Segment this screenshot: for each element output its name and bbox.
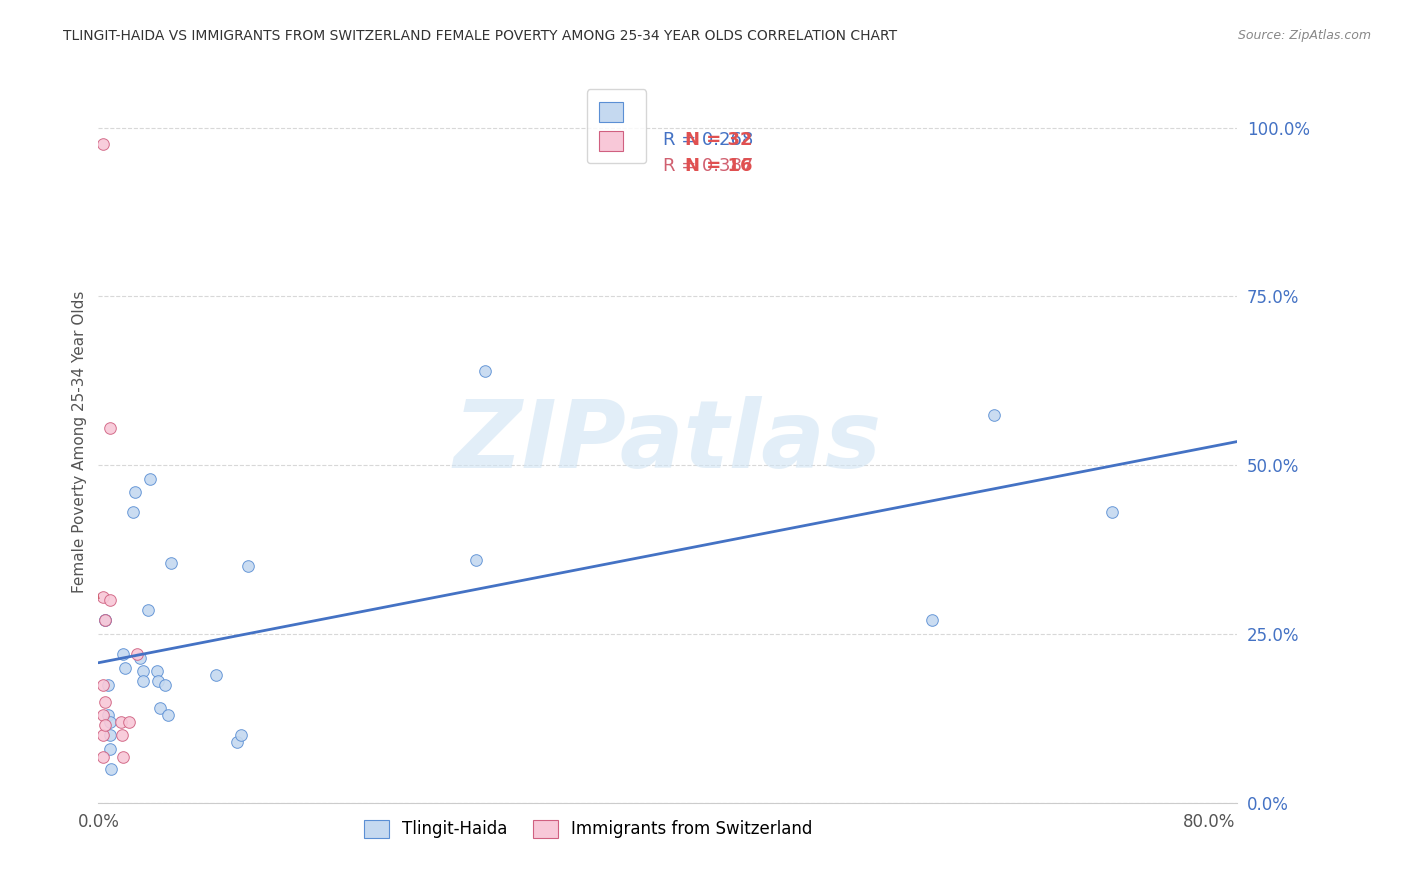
Point: [98, 728, 121, 742]
Point: [91, 137, 114, 152]
Point: [94, 614, 117, 628]
Point: [474, 364, 496, 378]
Point: [983, 408, 1005, 422]
Point: [138, 603, 160, 617]
Point: [114, 661, 136, 675]
Text: N = 32: N = 32: [685, 131, 752, 149]
Point: [112, 647, 135, 661]
Point: [238, 559, 260, 574]
Text: Source: ZipAtlas.com: Source: ZipAtlas.com: [1237, 29, 1371, 42]
Point: [94, 614, 117, 628]
Point: [94, 694, 117, 708]
Point: [91, 678, 114, 692]
Point: [127, 647, 149, 661]
Point: [98, 741, 121, 756]
Point: [231, 728, 253, 742]
Point: [156, 708, 179, 723]
Point: [118, 714, 141, 729]
Point: [98, 421, 121, 435]
Point: [98, 593, 121, 607]
Legend: Tlingit-Haida, Immigrants from Switzerland: Tlingit-Haida, Immigrants from Switzerla…: [357, 813, 820, 845]
Point: [145, 664, 167, 678]
Point: [94, 718, 117, 732]
Point: [111, 728, 134, 742]
Point: [97, 708, 120, 723]
Point: [97, 678, 120, 692]
Text: ZIPatlas: ZIPatlas: [454, 395, 882, 488]
Point: [132, 674, 155, 689]
Point: [91, 708, 114, 723]
Point: [98, 714, 121, 729]
Text: N = 16: N = 16: [685, 158, 752, 176]
Text: TLINGIT-HAIDA VS IMMIGRANTS FROM SWITZERLAND FEMALE POVERTY AMONG 25-34 YEAR OLD: TLINGIT-HAIDA VS IMMIGRANTS FROM SWITZER…: [63, 29, 897, 43]
Text: R = 0.268: R = 0.268: [662, 131, 752, 149]
Point: [159, 556, 181, 570]
Point: [122, 505, 145, 519]
Point: [132, 664, 155, 678]
Point: [91, 728, 114, 742]
Point: [1101, 505, 1123, 519]
Point: [465, 552, 488, 566]
Point: [94, 614, 117, 628]
Point: [153, 678, 176, 692]
Y-axis label: Female Poverty Among 25-34 Year Olds: Female Poverty Among 25-34 Year Olds: [72, 291, 87, 592]
Point: [148, 701, 170, 715]
Point: [129, 650, 152, 665]
Point: [226, 735, 249, 749]
Point: [205, 667, 228, 681]
Point: [146, 674, 169, 689]
Point: [921, 614, 943, 628]
Point: [91, 750, 114, 764]
Text: R = 0.387: R = 0.387: [662, 158, 754, 176]
Point: [91, 590, 114, 604]
Point: [124, 485, 146, 500]
Point: [139, 472, 162, 486]
Point: [112, 750, 135, 764]
Point: [110, 714, 132, 729]
Point: [100, 762, 122, 776]
